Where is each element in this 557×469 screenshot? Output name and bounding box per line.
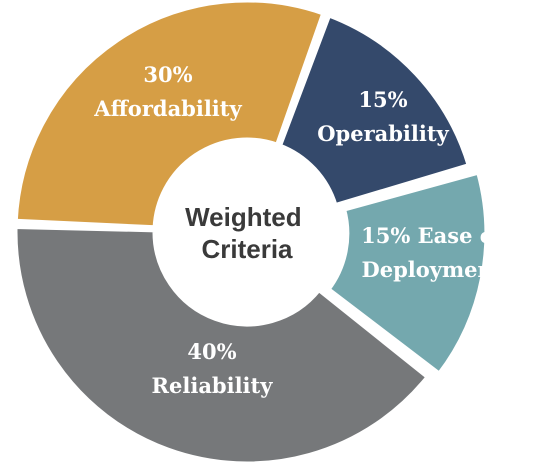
slice-label-operability: 15% Operability [317, 87, 449, 146]
slice-label-line: Affordability [93, 96, 242, 121]
labels-layer: 15% Operability 15% Ease of Deployment 40% Re… [93, 62, 504, 398]
slice-reliability [12, 223, 432, 467]
slice-label-line: Operability [317, 121, 449, 146]
donut-center-hole [157, 142, 337, 322]
slice-label-line: 40% [187, 339, 236, 364]
slice-label-line: 15% [358, 87, 407, 112]
slice-label-line: Deployment [362, 257, 503, 282]
slice-operability [276, 11, 473, 209]
slice-label-line: Reliability [152, 373, 274, 398]
slice-label-affordability: 30% Affordability [93, 62, 242, 121]
center-label-line-2: Criteria [201, 234, 293, 264]
slices-layer [12, 0, 490, 467]
center-label-line-1: Weighted [185, 202, 302, 232]
slice-label-line: 30% [143, 62, 192, 87]
slice-label-line: 15% Ease of [361, 223, 505, 248]
center-label: Weighted Criteria [185, 202, 309, 264]
slice-label-reliability: 40% Reliability [152, 339, 274, 398]
slice-ease-of-deployment [324, 169, 490, 378]
slice-label-ease-of-deployment: 15% Ease of Deployment [361, 223, 505, 282]
slice-affordability [12, 0, 328, 231]
